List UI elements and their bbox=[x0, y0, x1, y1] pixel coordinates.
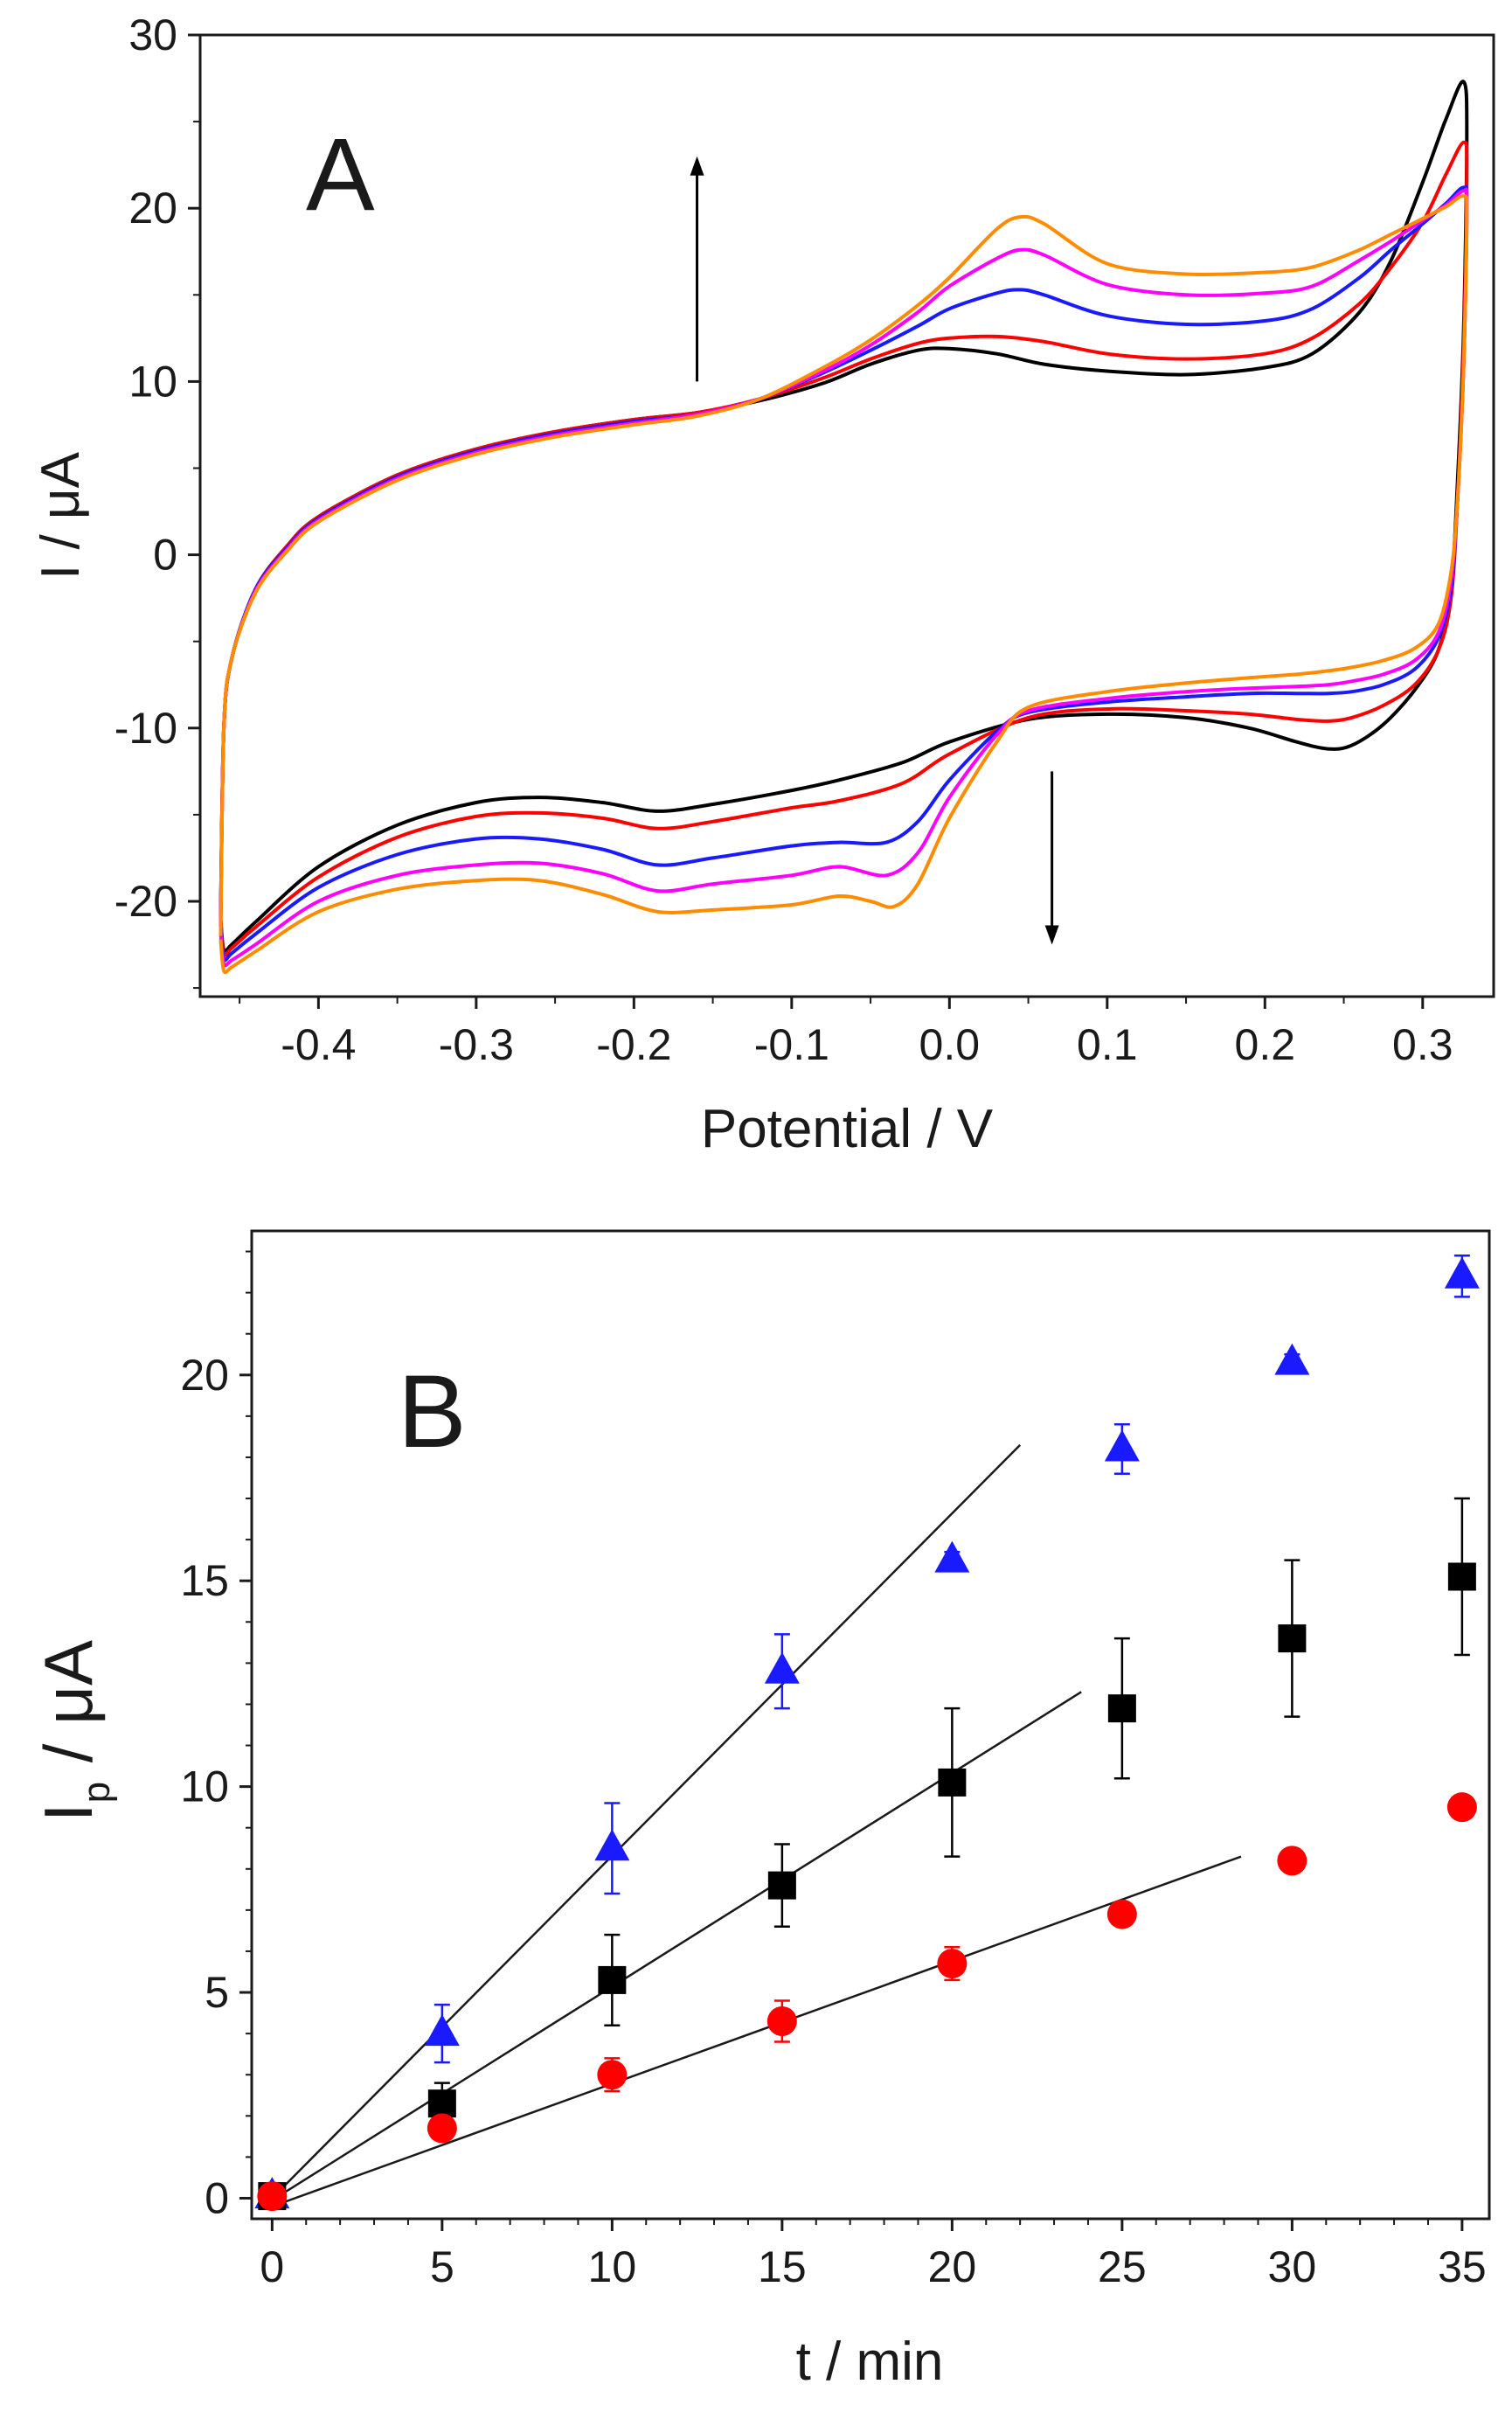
arrow-up-head bbox=[690, 156, 704, 176]
y-tick-label: 10 bbox=[128, 357, 177, 406]
square-point bbox=[598, 1965, 627, 1994]
square-point bbox=[1107, 1694, 1136, 1723]
y-axis-label-unit: μA bbox=[31, 451, 91, 519]
x-tick-label: -0.4 bbox=[281, 1020, 356, 1069]
y-tick-label: 0 bbox=[153, 531, 177, 580]
triangle-point bbox=[424, 2014, 460, 2047]
triangle-point bbox=[1444, 1256, 1480, 1289]
y-tick-labels: -20 -10 0 10 20 30 bbox=[114, 10, 177, 926]
cv-curve-2 bbox=[218, 140, 1469, 957]
y-tick-labels-b: 0 5 10 15 20 bbox=[180, 1351, 229, 2223]
panel-b-chart: 0 5 10 15 20 25 30 35 0 5 10 15 20 B t / min Ip / μ… bbox=[30, 1229, 1491, 2392]
triangle-point bbox=[934, 1540, 970, 1573]
x-tick-label-b: 30 bbox=[1268, 2242, 1317, 2291]
panel-label-b: B bbox=[398, 1354, 467, 1470]
x-tick-label-b: 0 bbox=[260, 2242, 284, 2291]
data-points bbox=[254, 1255, 1480, 2212]
y-tick-label: -10 bbox=[114, 704, 177, 753]
y-axis-label-b-rest: / μA bbox=[30, 1640, 107, 1782]
square-point bbox=[1447, 1562, 1476, 1591]
circle-point bbox=[427, 2113, 457, 2144]
y-axis-label-b-sub: p bbox=[75, 1782, 118, 1803]
x-tick-label-b: 5 bbox=[430, 2242, 454, 2291]
plot-frame-b bbox=[250, 1229, 1491, 2221]
square-point bbox=[938, 1768, 967, 1797]
y-tick-label: -20 bbox=[114, 877, 177, 926]
y-axis-label: I / μA bbox=[31, 451, 91, 580]
triangle-point bbox=[594, 1829, 630, 1861]
square-point bbox=[767, 1871, 796, 1900]
triangle-point bbox=[764, 1651, 800, 1684]
circle-point bbox=[1277, 1845, 1307, 1876]
cv-curve-4 bbox=[218, 187, 1469, 968]
circle-point bbox=[597, 2060, 628, 2090]
cv-curves bbox=[218, 80, 1469, 975]
x-tick-label-b: 15 bbox=[758, 2242, 807, 2291]
square-point bbox=[427, 2089, 456, 2118]
y-tick-label: 20 bbox=[128, 184, 177, 233]
x-tick-labels: -0.4 -0.3 -0.2 -0.1 0.0 0.1 0.2 0.3 bbox=[281, 1020, 1453, 1069]
x-tick-label: 0.0 bbox=[919, 1020, 981, 1069]
y-tick-label-b: 15 bbox=[180, 1556, 229, 1605]
x-tick-label-b: 35 bbox=[1438, 2242, 1487, 2291]
cv-curve-3 bbox=[218, 184, 1469, 963]
circle-point bbox=[1446, 1792, 1477, 1823]
triangles-fit-line bbox=[271, 1443, 1022, 2200]
fit-lines bbox=[271, 1443, 1242, 2208]
x-tick-label: 0.3 bbox=[1392, 1020, 1453, 1069]
axis-ticks-b bbox=[239, 1250, 1464, 2231]
x-tick-label: 0.2 bbox=[1235, 1020, 1296, 1069]
y-axis-label-b-main: I bbox=[30, 1803, 107, 1822]
x-tick-label-b: 25 bbox=[1098, 2242, 1147, 2291]
cv-curve-1 bbox=[218, 80, 1469, 954]
circle-point bbox=[257, 2181, 288, 2212]
y-tick-label-b: 0 bbox=[205, 2173, 229, 2222]
cv-curve-5 bbox=[218, 194, 1469, 975]
circles-fit-line bbox=[271, 1855, 1242, 2208]
y-tick-label: 30 bbox=[128, 10, 177, 59]
circle-point bbox=[937, 1949, 968, 1979]
x-tick-label: 0.1 bbox=[1077, 1020, 1138, 1069]
x-tick-label: -0.3 bbox=[439, 1020, 514, 1069]
plot-frame bbox=[198, 33, 1495, 998]
y-tick-label-b: 20 bbox=[180, 1351, 229, 1400]
y-axis-label-b: Ip / μA bbox=[30, 1640, 118, 1822]
arrow-down-head bbox=[1044, 925, 1059, 945]
x-tick-label-b: 20 bbox=[928, 2242, 977, 2291]
panel-label: A bbox=[306, 117, 375, 233]
y-axis-label-prefix: I / bbox=[31, 519, 91, 580]
panel-a-chart: -0.4 -0.3 -0.2 -0.1 0.0 0.1 0.2 0.3 -20 -10 0 10 20… bbox=[31, 10, 1495, 1159]
x-tick-label-b: 10 bbox=[588, 2242, 637, 2291]
arrows bbox=[690, 156, 1059, 945]
circle-point bbox=[766, 2006, 797, 2036]
x-tick-label: -0.1 bbox=[754, 1020, 829, 1069]
x-axis-label: Potential / V bbox=[701, 1099, 994, 1159]
x-axis-label-b: t / min bbox=[796, 2332, 944, 2392]
y-tick-label-b: 5 bbox=[205, 1968, 229, 2017]
circle-point bbox=[1106, 1899, 1137, 1929]
x-tick-label: -0.2 bbox=[596, 1020, 671, 1069]
square-point bbox=[1278, 1624, 1307, 1653]
x-tick-labels-b: 0 5 10 15 20 25 30 35 bbox=[260, 2242, 1486, 2291]
triangle-point bbox=[1274, 1343, 1310, 1375]
axis-ticks bbox=[188, 33, 1425, 1009]
triangle-point bbox=[1104, 1429, 1140, 1462]
y-tick-label-b: 10 bbox=[180, 1762, 229, 1811]
